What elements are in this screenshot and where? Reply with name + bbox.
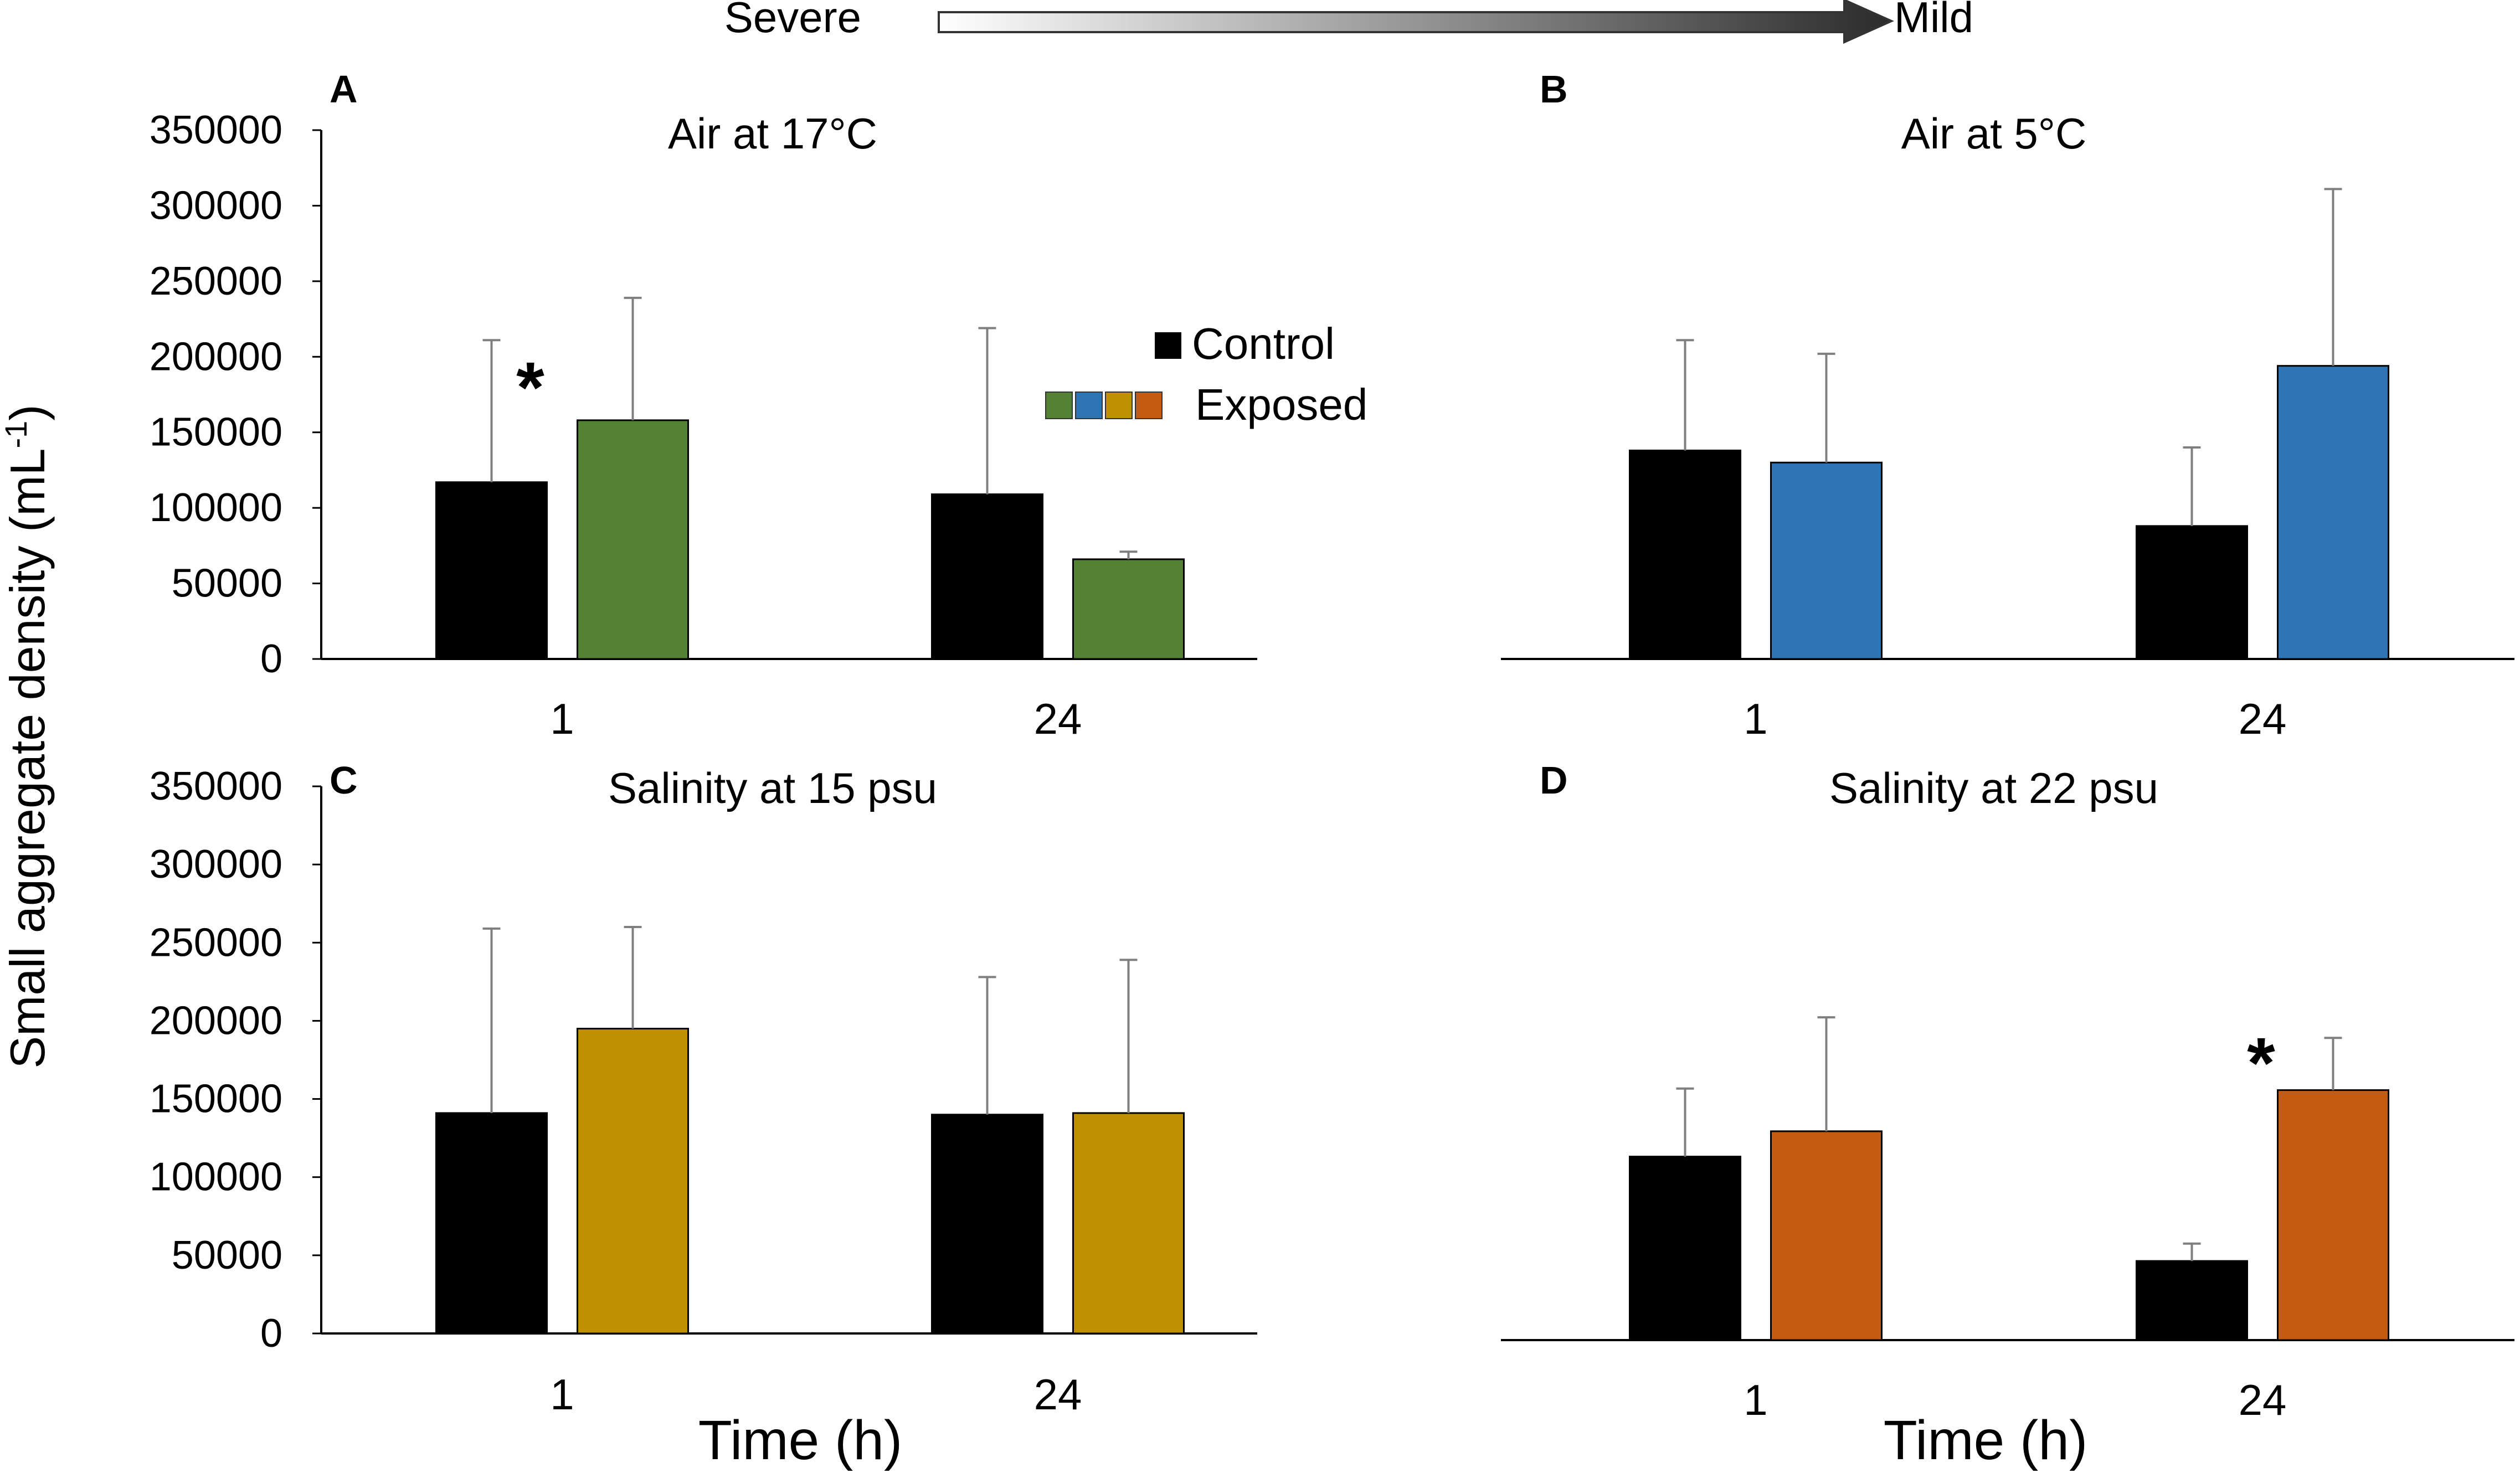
y-tick-label: 200000 — [150, 998, 282, 1043]
y-axis-label-main: Small aggregate density (mL — [0, 449, 55, 1069]
x-tick-label: 1 — [1744, 694, 1767, 743]
y-tick-label: 300000 — [150, 183, 282, 228]
x-tick-label: 24 — [1034, 1370, 1082, 1419]
panel-title: Salinity at 15 psu — [608, 764, 937, 812]
panel-title: Air at 17°C — [668, 109, 877, 158]
bar-exposed-24 — [1072, 558, 1185, 660]
panel-title: Salinity at 22 psu — [1829, 764, 2158, 812]
x-tick-label: 24 — [2239, 694, 2287, 743]
x-axis-label-left: Time (h) — [698, 1409, 903, 1471]
legend-control-swatch — [1155, 332, 1181, 359]
y-tick-label: 50000 — [172, 562, 282, 606]
legend-exposed-swatch-1 — [1045, 392, 1073, 419]
legend-exposed-label: Exposed — [1195, 380, 1367, 429]
y-tick-label: 200000 — [150, 334, 282, 379]
bar-control-1 — [435, 1112, 548, 1335]
bar-control-24 — [2136, 1260, 2248, 1341]
y-tick-label: 150000 — [150, 1077, 282, 1121]
bar-exposed-1 — [1770, 461, 1883, 660]
legend-exposed-swatch-3 — [1105, 392, 1133, 419]
legend-exposed-swatch-2 — [1075, 392, 1103, 419]
x-tick-label: 1 — [1744, 1376, 1767, 1424]
panel-c: C Salinity at 15 psu 0 50000 100000 150000 200… — [150, 759, 1257, 1419]
panel-a: A Air at 17°C 0 50000 100000 150000 200000 2500… — [150, 68, 1257, 743]
y-tick-label: 0 — [260, 1311, 282, 1356]
bar-exposed-1 — [1770, 1130, 1883, 1341]
significance-star: * — [2247, 1022, 2275, 1103]
bar-exposed-24 — [1072, 1112, 1185, 1335]
y-axis-label-sup: -1 — [0, 421, 33, 449]
bar-control-1 — [1629, 449, 1741, 660]
x-tick-label: 24 — [2239, 1376, 2287, 1424]
legend: Control Exposed — [1045, 319, 1367, 429]
y-tick-label: 250000 — [150, 920, 282, 965]
y-tick-label: 350000 — [150, 764, 282, 808]
y-axis-label: Small aggregate density (mL-1) — [0, 404, 55, 1068]
panel-letter: A — [330, 68, 358, 111]
panel-b: B Air at 5°C 1 24 — [1501, 68, 2514, 743]
y-axis-label-close: ) — [0, 404, 55, 420]
legend-control-label: Control — [1192, 319, 1335, 368]
x-axis-label-right: Time (h) — [1884, 1409, 2088, 1471]
panel-d: D Salinity at 22 psu 1 24 * — [1501, 759, 2514, 1424]
bar-control-1 — [435, 481, 548, 660]
y-tick-label: 0 — [260, 637, 282, 681]
legend-exposed-swatch-4 — [1135, 392, 1163, 419]
significance-star: * — [516, 347, 544, 428]
severity-scale: Severe Mild — [724, 0, 1973, 44]
y-tick-label: 300000 — [150, 842, 282, 887]
bar-control-24 — [2136, 525, 2248, 660]
y-tick-label: 250000 — [150, 259, 282, 303]
bar-exposed-24 — [2277, 1089, 2389, 1341]
y-tick-label: 350000 — [150, 108, 282, 152]
bar-exposed-1 — [577, 1028, 689, 1335]
panel-title: Air at 5°C — [1901, 109, 2087, 158]
severity-left-label: Severe — [724, 0, 861, 42]
x-tick-label: 1 — [550, 1370, 574, 1419]
severity-right-label: Mild — [1894, 0, 1973, 42]
x-tick-label: 1 — [550, 694, 574, 743]
y-tick-label: 100000 — [150, 1155, 282, 1199]
y-tick-label: 50000 — [172, 1233, 282, 1278]
bar-control-1 — [1629, 1156, 1741, 1341]
bar-exposed-1 — [577, 419, 689, 660]
severity-gradient-arrow — [938, 0, 1894, 44]
bar-exposed-24 — [2277, 365, 2389, 660]
panel-letter: D — [1540, 759, 1568, 802]
y-tick-label: 100000 — [150, 486, 282, 530]
panel-letter: C — [330, 759, 358, 802]
bar-control-24 — [931, 493, 1043, 660]
bar-control-24 — [931, 1114, 1043, 1335]
panel-letter: B — [1540, 68, 1568, 111]
y-tick-label: 150000 — [150, 410, 282, 455]
x-tick-label: 24 — [1034, 694, 1082, 743]
